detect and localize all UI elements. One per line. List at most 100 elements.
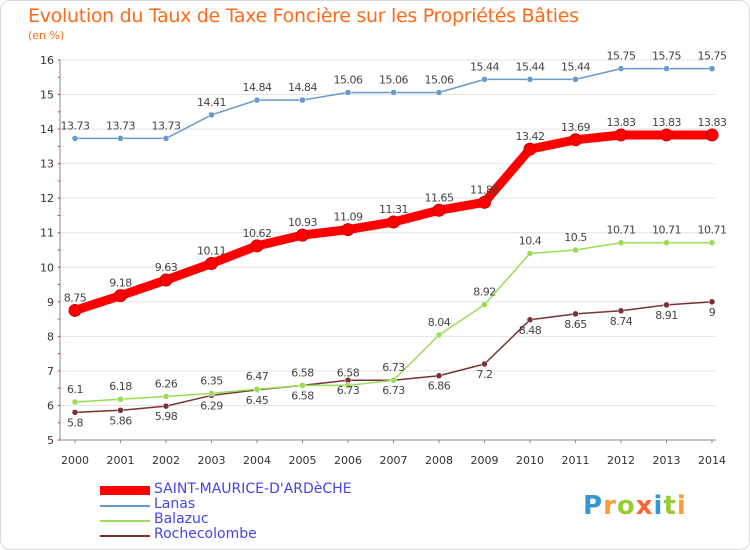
data-label: 15.06: [425, 73, 454, 86]
logo-letter: x: [635, 491, 654, 521]
x-tick-label: 2009: [471, 454, 499, 467]
data-label: 13.73: [106, 119, 135, 132]
data-point: [572, 246, 579, 254]
data-point: [71, 398, 79, 406]
data-label: 15.44: [561, 60, 590, 73]
data-point: [481, 301, 488, 308]
logo-letter: t: [663, 491, 677, 521]
data-label: 11.31: [379, 203, 408, 216]
data-point: [162, 393, 170, 400]
data-label: 5.86: [109, 414, 132, 427]
data-point: [663, 301, 670, 309]
data-point: [708, 65, 716, 72]
y-tick-label: 6: [47, 399, 54, 412]
data-point: [617, 239, 625, 246]
data-point: [572, 310, 579, 318]
data-point: [708, 298, 716, 306]
x-tick-label: 2014: [698, 454, 726, 467]
y-axis-unit-label: (en %): [28, 29, 65, 42]
legend-label-saint-maurice: SAINT-MAURICE-D'ARDèCHE: [154, 481, 352, 497]
data-label: 13.69: [561, 121, 590, 134]
data-label: 13.83: [652, 116, 681, 129]
data-label: 10.62: [243, 227, 272, 240]
legend-item-lanas[interactable]: Lanas: [100, 497, 400, 513]
data-point: [435, 331, 443, 339]
data-point: [299, 96, 306, 104]
legend-item-balazuc[interactable]: Balazuc: [100, 511, 400, 528]
x-tick-label: 2013: [653, 454, 681, 467]
data-point: [390, 89, 397, 96]
data-point: [250, 239, 264, 253]
data-point: [705, 128, 719, 142]
data-point: [569, 133, 582, 147]
x-tick-label: 2006: [334, 454, 362, 467]
data-label: 13.73: [152, 119, 181, 132]
data-point: [481, 76, 488, 83]
legend: SAINT-MAURICE-D'ARDèCHE Lanas Balazuc Ro…: [100, 481, 400, 543]
legend-swatch-rochecolombe: [100, 535, 150, 537]
proxiti-logo: Proxiti: [583, 491, 687, 521]
data-point: [660, 128, 673, 142]
x-tick-label: 2002: [152, 454, 180, 467]
data-point: [344, 382, 352, 389]
data-label: 8.74: [610, 315, 633, 328]
data-point: [162, 135, 170, 142]
data-point: [117, 135, 124, 142]
data-point: [572, 76, 579, 83]
data-label: 13.73: [61, 119, 90, 132]
data-label: 10.4: [519, 234, 542, 247]
data-label: 14.84: [288, 81, 317, 94]
legend-item-rochecolombe[interactable]: Rochecolombe: [100, 527, 400, 543]
data-label: 6.73: [382, 384, 405, 397]
data-label: 10.11: [197, 244, 226, 257]
x-tick-label: 2004: [243, 454, 271, 467]
legend-label-balazuc: Balazuc: [154, 511, 209, 527]
y-tick-label: 16: [40, 54, 54, 67]
data-label: 14.84: [243, 81, 272, 94]
data-point: [68, 303, 82, 317]
y-tick-label: 14: [40, 123, 54, 136]
data-label: 6.58: [337, 366, 360, 379]
data-label: 11.88: [470, 183, 499, 196]
data-label: 13.83: [607, 116, 636, 129]
data-point: [117, 395, 124, 403]
data-label: 9.18: [109, 277, 132, 290]
logo-letter: P: [583, 491, 604, 521]
data-point: [253, 385, 261, 393]
legend-item-saint-maurice[interactable]: SAINT-MAURICE-D'ARDèCHE: [100, 481, 400, 498]
x-tick-label: 2011: [562, 454, 590, 467]
data-label: 15.44: [470, 60, 499, 73]
data-label: 11.65: [425, 191, 454, 204]
logo-letter: r: [603, 491, 617, 521]
x-tick-label: 2012: [607, 454, 635, 467]
legend-swatch-balazuc: [100, 520, 150, 522]
data-point: [341, 223, 355, 237]
y-tick-label: 12: [40, 192, 54, 205]
data-label: 15.44: [516, 60, 545, 73]
y-tick-label: 15: [40, 89, 54, 102]
data-point: [663, 239, 670, 246]
data-point: [296, 228, 309, 242]
logo-letter: o: [616, 491, 636, 521]
data-point: [617, 65, 625, 72]
data-label: 8.65: [564, 318, 587, 331]
data-label: 8.04: [428, 316, 451, 329]
data-label: 10.93: [288, 216, 317, 229]
data-point: [114, 289, 127, 303]
data-label: 15.75: [698, 50, 727, 63]
data-point: [208, 390, 215, 397]
data-label: 9.63: [155, 261, 178, 274]
legend-swatch-saint-maurice: [100, 486, 150, 495]
y-tick-label: 10: [40, 261, 54, 274]
data-point: [617, 307, 625, 315]
legend-swatch-lanas: [100, 505, 150, 507]
data-label: 13.42: [516, 130, 545, 143]
data-label: 6.58: [291, 389, 314, 402]
data-point: [523, 142, 537, 156]
x-tick-label: 2010: [516, 454, 544, 467]
data-point: [435, 89, 443, 96]
y-tick-label: 5: [47, 434, 54, 447]
data-label: 15.06: [379, 73, 408, 86]
data-point: [299, 382, 306, 389]
